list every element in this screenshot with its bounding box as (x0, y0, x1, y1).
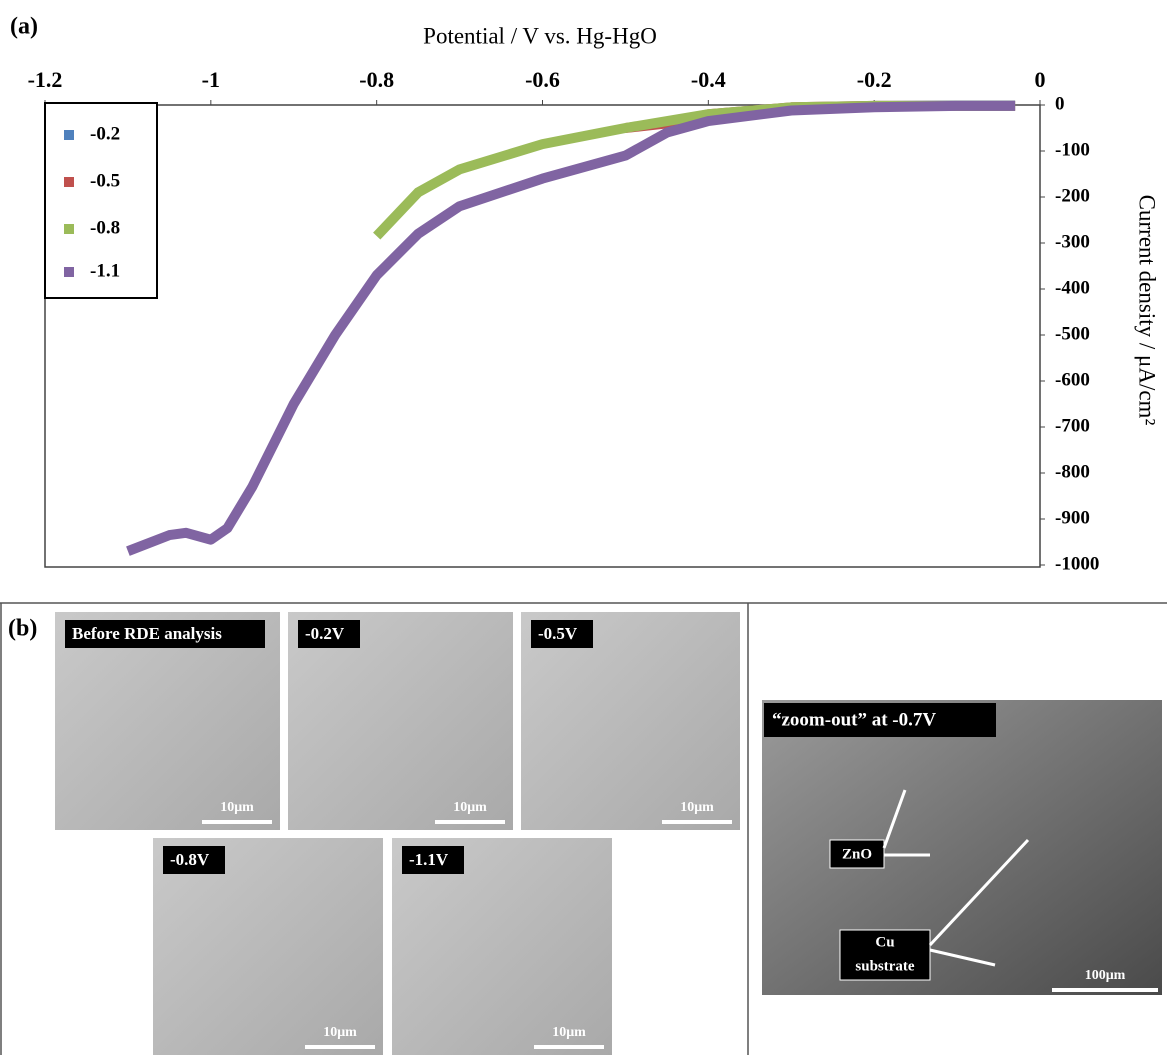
y-tick-label: -800 (1055, 461, 1090, 482)
legend-label: -0.2 (90, 123, 120, 144)
y-tick-label: -100 (1055, 139, 1090, 160)
x-tick-label: -1 (202, 67, 220, 92)
scale-label: 100μm (1085, 968, 1126, 983)
y-tick-label: -1000 (1055, 553, 1099, 574)
legend-marker (64, 224, 74, 234)
sem-image (288, 612, 513, 830)
image-label-bg (531, 620, 593, 648)
image-label-bg (65, 620, 265, 648)
y-tick-label: -400 (1055, 277, 1090, 298)
y-tick-label: -700 (1055, 415, 1090, 436)
legend-marker (64, 267, 74, 277)
annotation: ZnO (842, 846, 872, 862)
image-label: Before RDE analysis (72, 624, 222, 643)
scale-label: 10μm (220, 800, 254, 815)
sem-image (55, 612, 280, 830)
legend-label: -1.1 (90, 260, 120, 281)
arrow (928, 838, 1030, 947)
annotation-bg (839, 929, 931, 981)
x-tick-label: -0.8 (359, 67, 394, 92)
panel-label: (b) (8, 616, 37, 642)
image-label: “zoom-out” at -0.7V (772, 709, 936, 730)
arrow (882, 789, 907, 849)
y-tick-label: -200 (1055, 185, 1090, 206)
y-tick-label: -300 (1055, 231, 1090, 252)
image-label-bg (163, 846, 225, 874)
y-tick-label: -500 (1055, 323, 1090, 344)
sem-image (521, 612, 740, 830)
image-label-bg (402, 846, 464, 874)
scale-label: 10μm (552, 1025, 586, 1040)
image-label-bg (764, 703, 996, 737)
x-tick-label: -1.2 (28, 67, 63, 92)
image-label: -1.1V (409, 850, 449, 869)
y-tick-label: 0 (1055, 93, 1065, 114)
legend-label: -0.5 (90, 170, 120, 191)
y-axis-title: Current density / μA/cm² (1135, 195, 1160, 426)
legend-marker (64, 177, 74, 187)
x-tick-label: -0.2 (857, 67, 892, 92)
x-tick-label: 0 (1035, 67, 1046, 92)
image-label: -0.5V (538, 624, 578, 643)
legend-label: -0.8 (90, 217, 120, 238)
image-label-bg (298, 620, 360, 648)
annotation: substrate (855, 958, 915, 974)
panel-label: (a) (10, 14, 38, 40)
sem-image (392, 838, 612, 1055)
legend-marker (64, 130, 74, 140)
y-tick-label: -900 (1055, 507, 1090, 528)
y-tick-label: -600 (1055, 369, 1090, 390)
x-tick-label: -0.6 (525, 67, 560, 92)
x-axis-title: Potential / V vs. Hg-HgO (423, 23, 657, 48)
scale-label: 10μm (680, 800, 714, 815)
image-label: -0.8V (170, 850, 210, 869)
image-label: -0.2V (305, 624, 345, 643)
series-line (126, 100, 1016, 556)
arrow (929, 948, 996, 967)
scale-label: 10μm (323, 1025, 357, 1040)
x-tick-label: -0.4 (691, 67, 726, 92)
annotation: Cu (875, 934, 894, 950)
sem-image (153, 838, 383, 1055)
legend-box (44, 102, 158, 299)
scale-label: 10μm (453, 800, 487, 815)
sem-image (762, 700, 1162, 995)
